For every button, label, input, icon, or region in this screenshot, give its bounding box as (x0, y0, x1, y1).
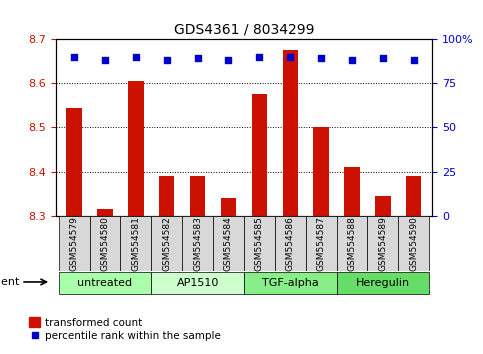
Bar (182, 216, 213, 271)
Bar (306, 216, 337, 271)
Bar (151, 216, 182, 271)
Text: GSM554579: GSM554579 (70, 216, 79, 271)
Title: GDS4361 / 8034299: GDS4361 / 8034299 (174, 22, 314, 36)
Point (70, 54, 78, 59)
Point (101, 57, 109, 63)
Bar (66, 108, 82, 216)
Text: AP1510: AP1510 (176, 278, 219, 288)
Text: GSM554580: GSM554580 (100, 216, 110, 271)
Bar (120, 216, 151, 271)
Text: GSM554590: GSM554590 (409, 216, 418, 271)
Bar (313, 127, 329, 216)
Bar (213, 216, 244, 271)
Text: GSM554586: GSM554586 (286, 216, 295, 271)
Bar (244, 272, 337, 295)
Bar (151, 272, 244, 295)
Bar (159, 176, 174, 216)
Legend: transformed count, percentile rank within the sample: transformed count, percentile rank withi… (29, 318, 221, 341)
Point (225, 57, 232, 63)
Bar (58, 216, 89, 271)
Text: TGF-alpha: TGF-alpha (262, 278, 319, 288)
Point (194, 56, 201, 61)
Text: GSM554583: GSM554583 (193, 216, 202, 271)
Text: GSM554584: GSM554584 (224, 216, 233, 271)
Bar (190, 176, 205, 216)
Text: GSM554581: GSM554581 (131, 216, 141, 271)
Point (379, 56, 387, 61)
Bar (406, 176, 422, 216)
Bar (128, 81, 143, 216)
Point (256, 54, 263, 59)
Point (348, 57, 356, 63)
Text: GSM554589: GSM554589 (378, 216, 387, 271)
Text: GSM554588: GSM554588 (347, 216, 356, 271)
Point (132, 54, 140, 59)
Point (286, 54, 294, 59)
Bar (337, 272, 429, 295)
Bar (398, 216, 429, 271)
Bar (244, 216, 275, 271)
Text: GSM554587: GSM554587 (317, 216, 326, 271)
Bar (252, 94, 267, 216)
Bar (97, 209, 113, 216)
Point (317, 56, 325, 61)
Text: untreated: untreated (77, 278, 132, 288)
Text: GSM554585: GSM554585 (255, 216, 264, 271)
Point (410, 57, 418, 63)
Text: GSM554582: GSM554582 (162, 216, 171, 271)
Bar (89, 216, 120, 271)
Point (163, 57, 170, 63)
Text: agent: agent (0, 277, 19, 287)
Bar (337, 216, 368, 271)
Bar (344, 167, 360, 216)
Bar (221, 198, 236, 216)
Bar (275, 216, 306, 271)
Text: Heregulin: Heregulin (356, 278, 410, 288)
Bar (283, 50, 298, 216)
Bar (375, 196, 391, 216)
Bar (58, 272, 151, 295)
Bar (368, 216, 398, 271)
